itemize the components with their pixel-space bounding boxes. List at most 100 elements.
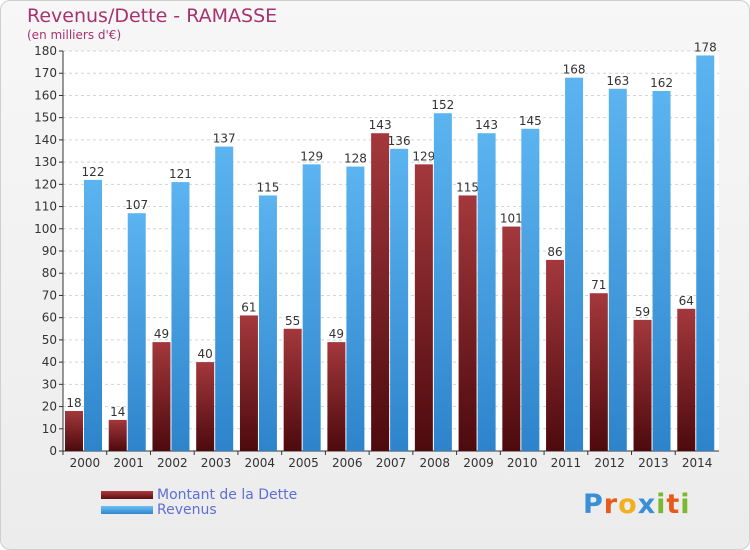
bar-debt: [633, 319, 652, 451]
logo-letter: t: [666, 489, 681, 520]
x-tick-label: 2012: [594, 456, 625, 470]
data-label-debt: 115: [456, 180, 479, 194]
y-tick-label: 100: [34, 222, 57, 236]
data-label-revenue: 136: [388, 134, 411, 148]
bar-revenue: [608, 88, 627, 452]
x-tick-label: 2008: [419, 456, 450, 470]
data-label-revenue: 152: [431, 98, 454, 112]
x-tick-label: 2005: [288, 456, 319, 470]
data-label-revenue: 168: [563, 63, 586, 77]
bar-debt: [546, 259, 565, 451]
bar-revenue: [84, 179, 102, 451]
bar-debt: [371, 133, 390, 451]
y-tick-label: 0: [49, 444, 57, 458]
y-tick-label: 30: [42, 377, 57, 391]
data-label-revenue: 137: [213, 132, 236, 146]
bar-revenue: [521, 128, 540, 451]
data-label-revenue: 143: [475, 118, 498, 132]
legend-label-debt: Montant de la Dette: [157, 486, 298, 503]
bar-revenue: [433, 113, 452, 451]
logo-letter: i: [680, 489, 691, 520]
data-label-debt: 129: [412, 149, 435, 163]
data-label-debt: 86: [547, 245, 562, 259]
bar-debt: [108, 419, 127, 451]
bar-debt: [589, 293, 608, 451]
data-label-debt: 59: [635, 305, 650, 319]
x-tick-label: 2014: [682, 456, 713, 470]
y-tick-label: 40: [42, 355, 57, 369]
bar-revenue: [390, 148, 409, 451]
data-label-debt: 14: [110, 405, 125, 419]
data-label-debt: 71: [591, 278, 606, 292]
y-tick-label: 170: [34, 66, 57, 80]
bar-revenue: [258, 195, 277, 451]
data-label-revenue: 178: [694, 40, 717, 54]
data-label-revenue: 163: [606, 74, 629, 88]
bar-revenue: [215, 146, 234, 452]
data-label-revenue: 122: [82, 165, 105, 179]
y-tick-label: 50: [42, 333, 57, 347]
data-label-debt: 101: [500, 212, 523, 226]
bar-debt: [196, 362, 215, 451]
legend-item-revenue: Revenus: [101, 501, 297, 518]
data-label-debt: 64: [679, 294, 694, 308]
bar-debt: [677, 308, 696, 451]
data-label-revenue: 121: [169, 167, 192, 181]
data-label-revenue: 129: [300, 149, 323, 163]
y-tick-label: 10: [42, 422, 57, 436]
x-tick-label: 2013: [638, 456, 669, 470]
bar-revenue: [302, 164, 321, 452]
data-label-debt: 49: [154, 327, 169, 341]
data-label-debt: 18: [66, 396, 81, 410]
y-tick-label: 130: [34, 155, 57, 169]
x-tick-label: 2006: [332, 456, 363, 470]
data-label-debt: 40: [198, 347, 213, 361]
bar-debt: [239, 315, 258, 451]
bar-revenue: [652, 91, 671, 451]
bar-revenue: [696, 55, 715, 451]
x-tick-label: 2007: [376, 456, 407, 470]
bar-debt: [327, 342, 346, 451]
data-label-revenue: 162: [650, 76, 673, 90]
bar-debt: [152, 342, 171, 451]
proxiti-logo: Proxiti: [583, 489, 691, 520]
y-tick-label: 140: [34, 133, 57, 147]
y-tick-label: 70: [42, 288, 57, 302]
x-tick-label: 2003: [201, 456, 232, 470]
x-tick-label: 2010: [507, 456, 538, 470]
y-tick-label: 80: [42, 266, 57, 280]
data-label-debt: 55: [285, 314, 300, 328]
y-tick-label: 90: [42, 244, 57, 258]
data-label-revenue: 128: [344, 152, 367, 166]
logo-letter: r: [603, 489, 619, 520]
x-tick-label: 2011: [551, 456, 582, 470]
x-tick-label: 2002: [157, 456, 188, 470]
y-tick-label: 120: [34, 177, 57, 191]
data-label-revenue: 107: [125, 198, 148, 212]
y-tick-label: 160: [34, 88, 57, 102]
y-tick-label: 20: [42, 400, 57, 414]
x-tick-label: 2000: [70, 456, 101, 470]
chart-subtitle: (en milliers d'€): [27, 28, 122, 42]
bar-revenue: [346, 166, 365, 452]
data-label-debt: 61: [241, 300, 256, 314]
y-tick-label: 150: [34, 111, 57, 125]
bar-debt: [283, 328, 302, 451]
legend-swatch-debt: [101, 490, 153, 499]
bar-revenue: [477, 133, 496, 451]
legend-swatch-revenue: [101, 505, 153, 514]
y-tick-label: 180: [34, 44, 57, 58]
x-tick-label: 2009: [463, 456, 494, 470]
logo-letter: x: [637, 489, 657, 520]
legend-item-debt: Montant de la Dette: [101, 486, 298, 503]
bar-debt: [414, 164, 433, 452]
y-tick-label: 60: [42, 311, 57, 325]
logo-letter: i: [656, 489, 667, 520]
legend-label-revenue: Revenus: [157, 501, 217, 518]
y-tick-label: 110: [34, 200, 57, 214]
logo-letter: o: [618, 489, 638, 520]
data-label-revenue: 115: [256, 180, 279, 194]
bar-revenue: [171, 182, 190, 451]
